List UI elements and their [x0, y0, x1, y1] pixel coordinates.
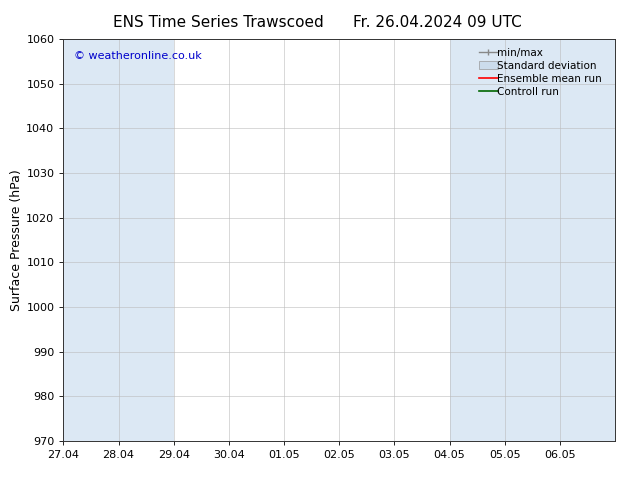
Bar — [119, 39, 174, 441]
Y-axis label: Surface Pressure (hPa): Surface Pressure (hPa) — [11, 169, 23, 311]
Bar — [450, 39, 505, 441]
Bar — [505, 39, 560, 441]
Bar — [63, 39, 119, 441]
Text: ENS Time Series Trawscoed      Fr. 26.04.2024 09 UTC: ENS Time Series Trawscoed Fr. 26.04.2024… — [113, 15, 521, 30]
Text: © weatheronline.co.uk: © weatheronline.co.uk — [74, 51, 202, 61]
Bar — [560, 39, 615, 441]
Legend: min/max, Standard deviation, Ensemble mean run, Controll run: min/max, Standard deviation, Ensemble me… — [476, 45, 610, 100]
